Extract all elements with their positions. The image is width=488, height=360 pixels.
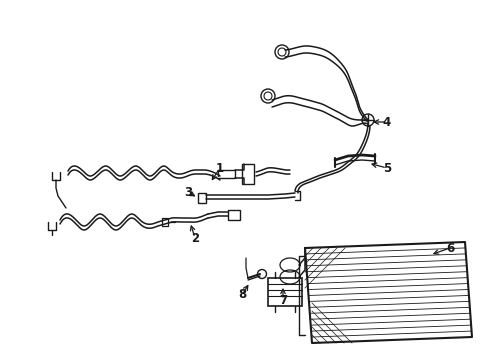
Bar (242, 164, 253, 184)
Text: 4: 4 (382, 116, 390, 129)
Text: 5: 5 (382, 162, 390, 175)
Bar (198, 193, 205, 203)
Text: 7: 7 (278, 293, 286, 306)
Bar (267, 278, 302, 306)
Bar (227, 210, 240, 220)
Text: 3: 3 (183, 185, 192, 198)
Text: 1: 1 (216, 162, 224, 175)
Text: 2: 2 (190, 231, 199, 244)
Text: 6: 6 (445, 242, 453, 255)
Text: 8: 8 (237, 288, 245, 302)
